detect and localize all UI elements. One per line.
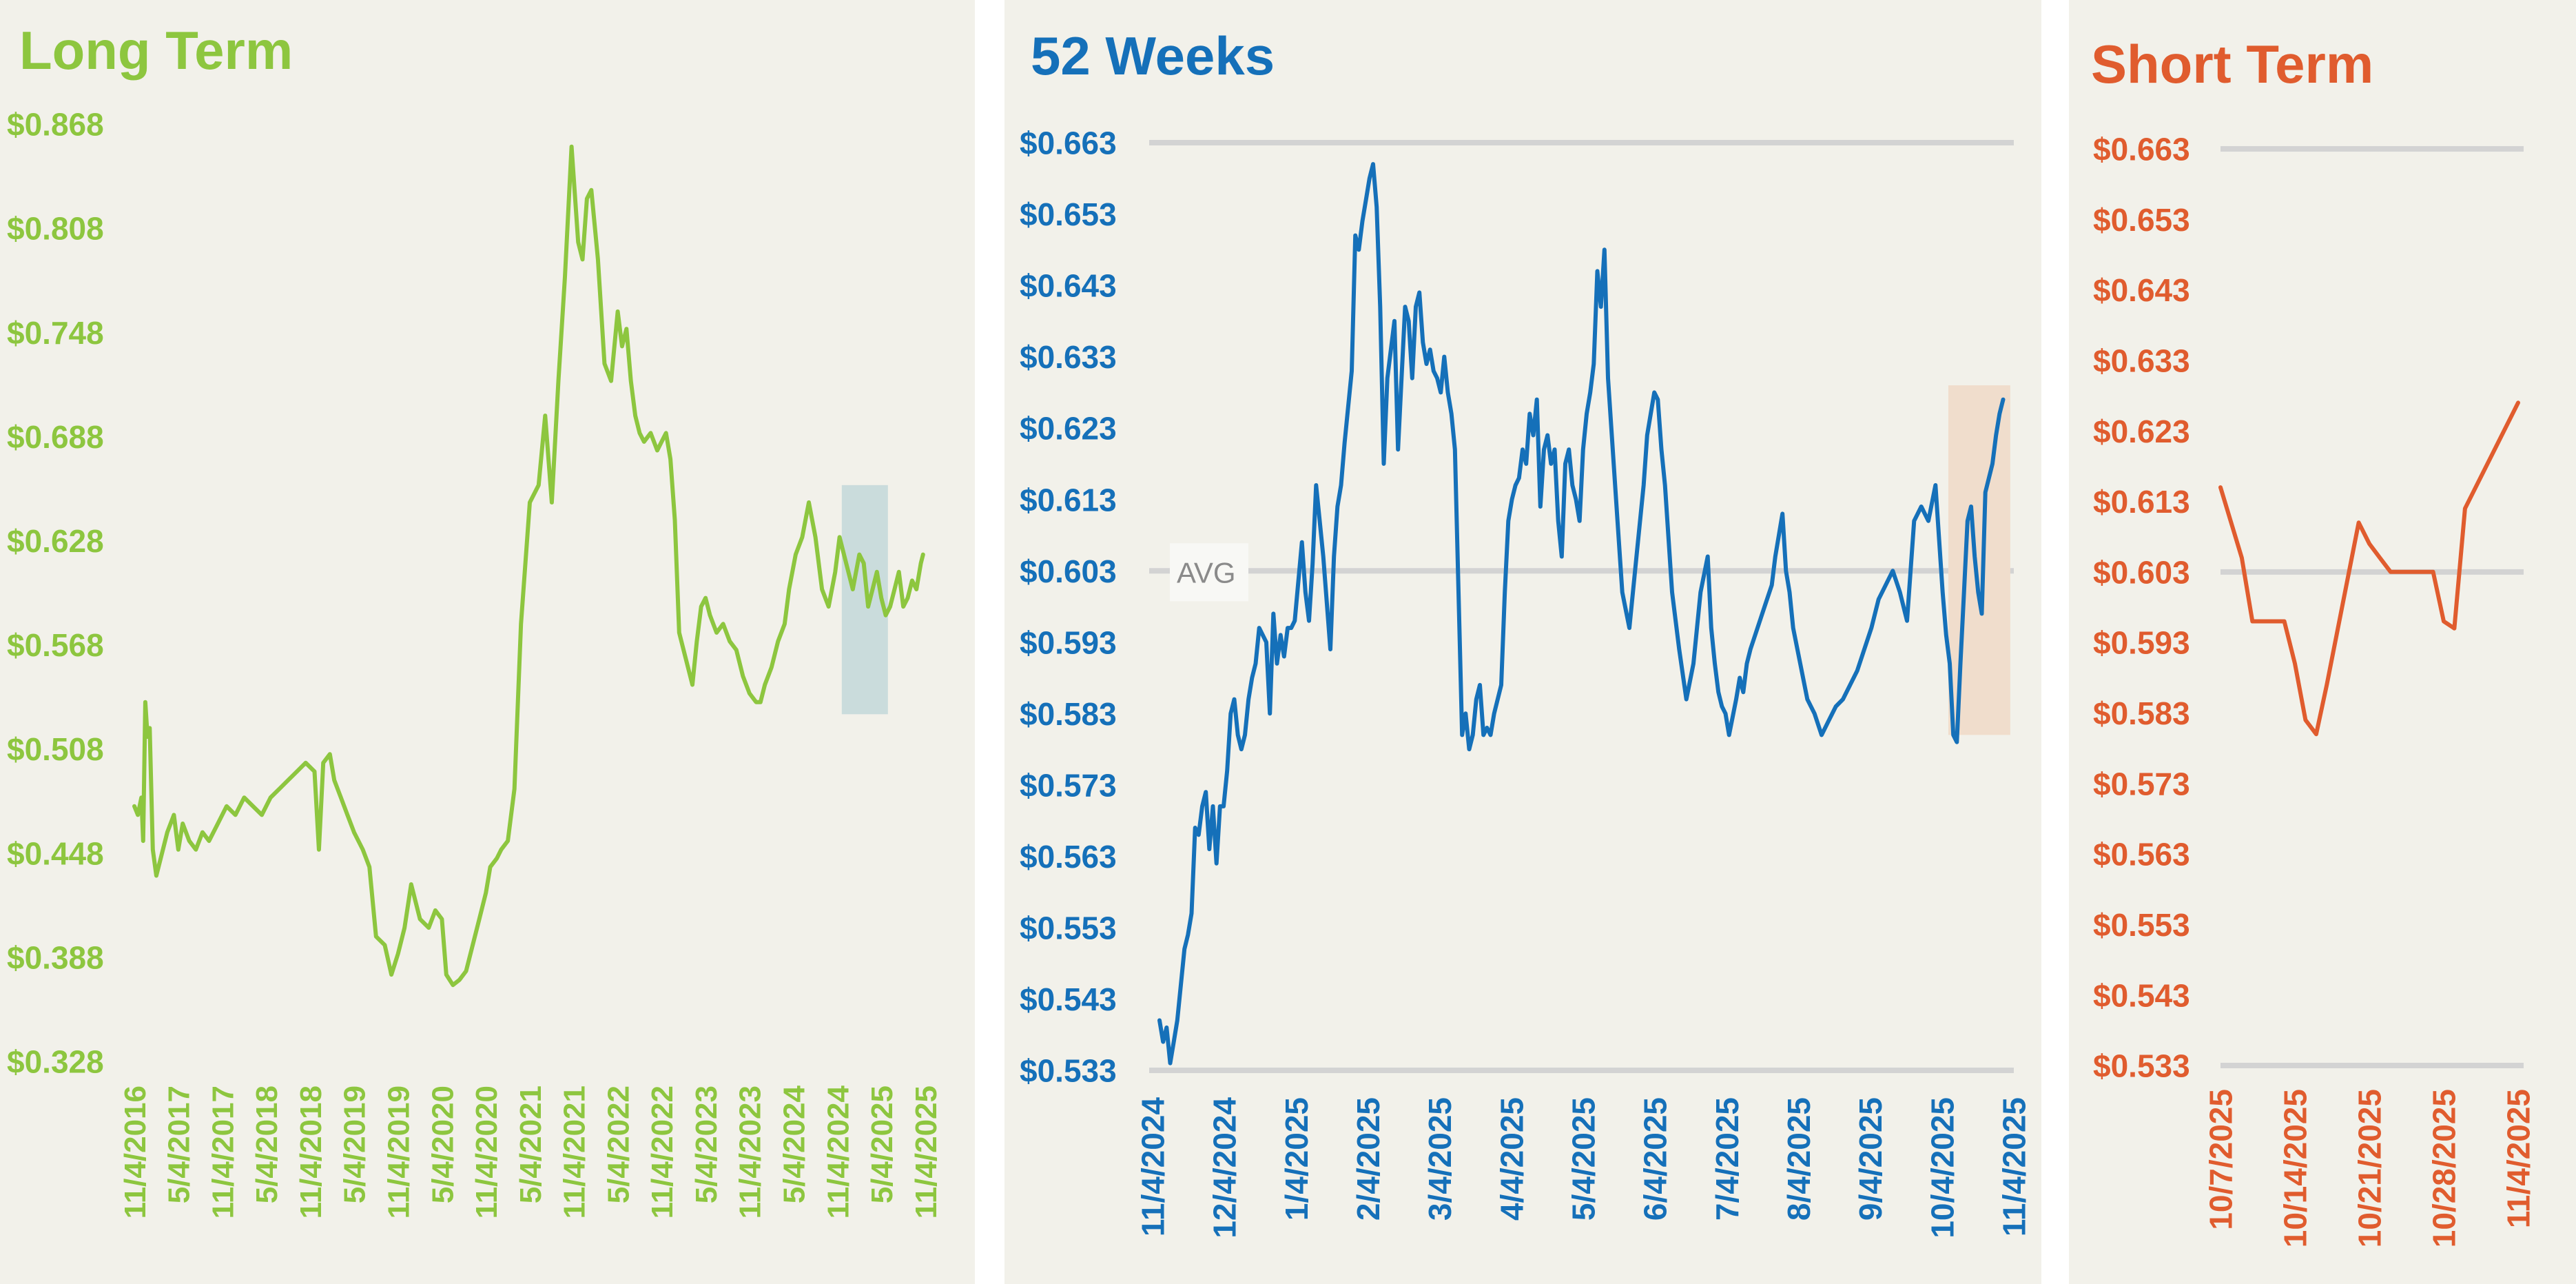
long-term-y-tick-label: $0.688 — [7, 419, 104, 455]
short-term-x-tick-label: 10/21/2025 — [2352, 1089, 2388, 1247]
short-term-y-tick-label: $0.613 — [2093, 484, 2190, 520]
long-term-chart: $0.868 $0.808 $0.748 $0.688 $0.628 $0.568 $0.5… — [7, 107, 943, 1219]
short-term-y-tick-label: $0.573 — [2093, 766, 2190, 802]
long-term-y-tick-label: $0.808 — [7, 211, 104, 247]
long-term-x-tick-label: 11/4/2020 — [470, 1086, 504, 1219]
long-term-series-line — [132, 144, 925, 988]
fifty-two-weeks-y-tick-label: $0.633 — [1020, 339, 1117, 375]
fifty-two-weeks-x-tick-label: 10/4/2025 — [1924, 1097, 1960, 1239]
fifty-two-weeks-y-tick-label: $0.583 — [1020, 696, 1117, 732]
short-term-y-tick-label: $0.603 — [2093, 554, 2190, 590]
short-term-y-tick-label: $0.623 — [2093, 414, 2190, 449]
long-term-panel: Long Term $0.868 $0.808 $0.748 $0.688 $0.628… — [0, 0, 975, 1284]
long-term-x-tick-label: 11/4/2018 — [294, 1086, 328, 1219]
fifty-two-weeks-y-tick-label: $0.623 — [1020, 411, 1117, 447]
long-term-y-tick-label: $0.508 — [7, 731, 104, 767]
fifty-two-weeks-x-tick-label: 5/4/2025 — [1566, 1097, 1602, 1221]
fifty-two-weeks-y-tick-label: $0.603 — [1020, 553, 1117, 589]
short-term-x-tick-label: 10/28/2025 — [2426, 1089, 2462, 1247]
short-term-y-tick-label: $0.543 — [2093, 977, 2190, 1013]
long-term-x-tick-label: 5/4/2023 — [690, 1086, 723, 1203]
long-term-y-tick-label: $0.748 — [7, 315, 104, 351]
fifty-two-weeks-avg-label: AVG — [1177, 556, 1236, 589]
short-term-y-tick-label: $0.563 — [2093, 837, 2190, 873]
fifty-two-weeks-y-tick-label: $0.653 — [1020, 196, 1117, 232]
long-term-y-tick-label: $0.628 — [7, 523, 104, 559]
fifty-two-weeks-y-tick-label: $0.593 — [1020, 624, 1117, 660]
fifty-two-weeks-x-tick-label: 12/4/2024 — [1207, 1097, 1243, 1239]
fifty-two-weeks-y-tick-label: $0.643 — [1020, 268, 1117, 304]
long-term-x-tick-label: 11/4/2021 — [558, 1086, 592, 1219]
fifty-two-weeks-y-tick-label: $0.553 — [1020, 910, 1117, 946]
long-term-x-tick-label: 11/4/2022 — [646, 1086, 679, 1219]
long-term-x-tick-label: 5/4/2024 — [778, 1085, 812, 1203]
short-term-title: Short Term — [2091, 34, 2374, 94]
fifty-two-weeks-y-tick-label: $0.663 — [1020, 125, 1117, 161]
fifty-two-weeks-x-tick-label: 2/4/2025 — [1350, 1097, 1386, 1221]
fifty-two-weeks-x-tick-label: 3/4/2025 — [1422, 1097, 1458, 1221]
fifty-two-weeks-panel: 52 Weeks $0.663 $0.653 $0.643 $0.633 $0.623 $… — [1004, 0, 2041, 1284]
long-term-x-tick-label: 5/4/2019 — [338, 1086, 372, 1203]
short-term-x-tick-label: 10/14/2025 — [2278, 1089, 2314, 1247]
short-term-chart: $0.663 $0.653 $0.643 $0.633 $0.623 $0.613 $0.6… — [2093, 132, 2537, 1248]
fifty-two-weeks-x-tick-label: 9/4/2025 — [1853, 1097, 1888, 1221]
long-term-x-tick-label: 5/4/2022 — [601, 1086, 635, 1203]
long-term-x-tick-label: 11/4/2025 — [909, 1086, 943, 1219]
long-term-x-tick-label: 11/4/2024 — [821, 1085, 855, 1219]
short-term-y-tick-label: $0.663 — [2093, 132, 2190, 167]
short-term-y-tick-label: $0.553 — [2093, 907, 2190, 943]
fifty-two-weeks-x-tick-label: 8/4/2025 — [1781, 1097, 1817, 1221]
short-term-y-tick-label: $0.593 — [2093, 625, 2190, 661]
short-term-y-tick-label: $0.643 — [2093, 272, 2190, 308]
short-term-y-tick-label: $0.583 — [2093, 695, 2190, 731]
fifty-two-weeks-y-tick-label: $0.563 — [1020, 839, 1117, 875]
long-term-y-tick-label: $0.868 — [7, 107, 104, 143]
long-term-y-tick-label: $0.568 — [7, 627, 104, 663]
fifty-two-weeks-x-tick-label: 7/4/2025 — [1709, 1097, 1745, 1221]
fifty-two-weeks-x-tick-label: 6/4/2025 — [1638, 1097, 1673, 1221]
long-term-x-tick-label: 11/4/2023 — [734, 1086, 767, 1219]
long-term-x-tick-label: 5/4/2021 — [514, 1086, 548, 1203]
long-term-x-tick-label: 11/4/2017 — [206, 1086, 240, 1219]
short-term-y-tick-label: $0.653 — [2093, 202, 2190, 238]
fifty-two-weeks-title: 52 Weeks — [1031, 26, 1275, 86]
short-term-y-tick-label: $0.533 — [2093, 1048, 2190, 1084]
fifty-two-weeks-y-tick-label: $0.613 — [1020, 482, 1117, 518]
short-term-series-line — [2218, 400, 2520, 737]
fifty-two-weeks-x-tick-label: 11/4/2024 — [1135, 1097, 1171, 1237]
long-term-y-tick-label: $0.448 — [7, 835, 104, 871]
fifty-two-weeks-y-tick-label: $0.543 — [1020, 981, 1117, 1017]
fifty-two-weeks-y-tick-label: $0.573 — [1020, 767, 1117, 803]
fifty-two-weeks-y-tick-label: $0.533 — [1020, 1053, 1117, 1089]
long-term-x-tick-label: 11/4/2019 — [382, 1086, 416, 1219]
fifty-two-weeks-x-tick-label: 11/4/2025 — [1997, 1097, 2032, 1236]
short-term-x-tick-label: 11/4/2025 — [2501, 1089, 2537, 1228]
fifty-two-weeks-x-tick-label: 4/4/2025 — [1494, 1097, 1529, 1221]
short-term-y-tick-label: $0.633 — [2093, 343, 2190, 378]
long-term-x-tick-label: 5/4/2025 — [865, 1086, 899, 1203]
fifty-two-weeks-avg-label-box — [1170, 543, 1248, 602]
long-term-x-tick-label: 5/4/2020 — [426, 1086, 460, 1203]
short-term-x-tick-label: 10/7/2025 — [2203, 1089, 2239, 1230]
long-term-y-tick-label: $0.328 — [7, 1044, 104, 1080]
long-term-x-tick-label: 5/4/2017 — [163, 1086, 196, 1203]
long-term-title: Long Term — [19, 20, 293, 81]
short-term-panel: Short Term $0.663 $0.653 $0.643 $0.633 $0.62… — [2069, 0, 2576, 1284]
fifty-two-weeks-x-tick-label: 1/4/2025 — [1279, 1097, 1315, 1221]
long-term-x-tick-label: 5/4/2018 — [250, 1086, 284, 1203]
fifty-two-weeks-chart: $0.663 $0.653 $0.643 $0.633 $0.623 $0.613 $0.6… — [1020, 125, 2032, 1239]
long-term-x-tick-label: 11/4/2016 — [119, 1086, 152, 1219]
long-term-y-tick-label: $0.388 — [7, 939, 104, 975]
fifty-two-weeks-series-line — [1157, 162, 2006, 1066]
